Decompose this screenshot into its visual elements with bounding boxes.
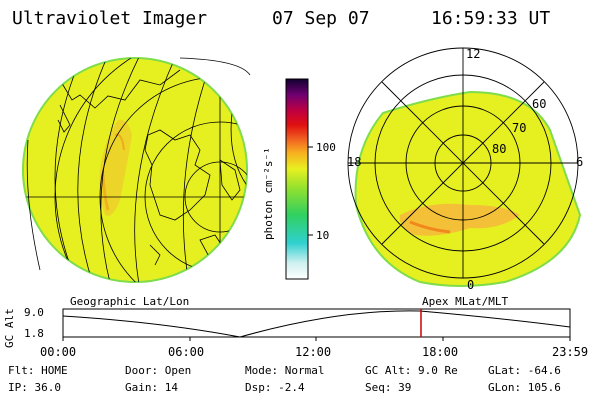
timeline-xtick: 12:00: [295, 345, 332, 359]
colorbar-unit-label: photon cm⁻²s⁻¹: [262, 147, 275, 240]
status-door: Door: Open: [125, 364, 192, 377]
status-seq: Seq: 39: [365, 381, 412, 394]
status-dsp: Dsp: -2.4: [245, 381, 305, 394]
polar-image: [347, 47, 582, 287]
timeline-xtick: 23:59: [552, 345, 589, 359]
mlt-label-0: 0: [467, 278, 475, 292]
mlt-label-12: 12: [466, 47, 481, 61]
timeline-axis-label: GC Alt: [3, 308, 16, 348]
timeline-xtick: 00:00: [40, 345, 77, 359]
geographic-image: [22, 57, 251, 283]
colorbar-tick-100: 100: [316, 141, 336, 154]
mlt-label-6: 6: [576, 155, 584, 169]
status-ip: IP: 36.0: [8, 381, 61, 394]
timeline-right-title: Apex MLat/MLT: [422, 295, 509, 308]
lat-label-80: 80: [492, 142, 507, 156]
status-gain: Gain: 14: [125, 381, 178, 394]
status-glon: GLon: 105.6: [488, 381, 561, 394]
lat-label-70: 70: [512, 121, 527, 135]
timeline-ytick-top: 9.0: [24, 306, 44, 319]
mlt-label-18: 18: [347, 155, 362, 169]
timeline-ytick-bottom: 1.8: [24, 327, 44, 340]
colorbar-tick-10: 10: [316, 229, 330, 242]
status-gc-alt: GC Alt: 9.0 Re: [365, 364, 458, 377]
timeline-left-title: Geographic Lat/Lon: [70, 295, 190, 308]
colorbar: [285, 78, 309, 280]
status-glat: GLat: -64.6: [488, 364, 561, 377]
time-label: 16:59:33 UT: [431, 8, 551, 29]
timeline-xtick: 06:00: [168, 345, 205, 359]
timeline-xtick: 18:00: [422, 345, 459, 359]
altitude-timeline: [62, 308, 571, 341]
status-flt: Flt: HOME: [8, 364, 68, 377]
lat-label-60: 60: [532, 97, 547, 111]
instrument-title: Ultraviolet Imager: [12, 8, 208, 29]
status-mode: Mode: Normal: [245, 364, 325, 377]
date-label: 07 Sep 07: [272, 8, 370, 29]
